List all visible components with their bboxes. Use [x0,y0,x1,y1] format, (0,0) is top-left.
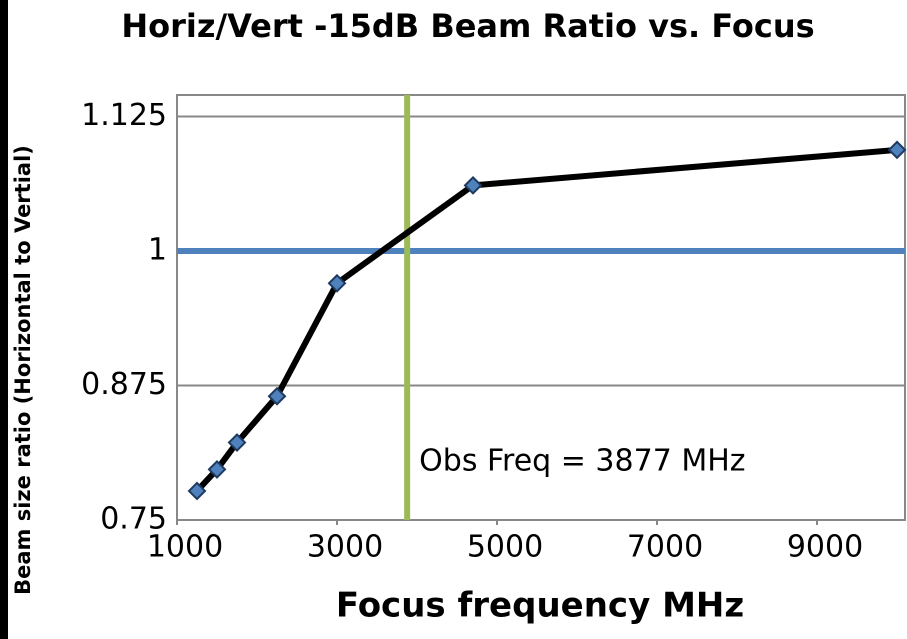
data-point [887,140,907,160]
plot-frame [176,94,906,521]
x-tick-label: 1000 [147,530,223,565]
annotation: Obs Freq = 3877 MHz [419,444,745,479]
y-tick-label: 0.75 [100,502,167,537]
y-tick-label: 1 [148,233,167,268]
y-axis-label: Beam size ratio (Horizontal to Vertial) [11,145,35,595]
chart-title: Horiz/Vert -15dB Beam Ratio vs. Focus [121,7,814,45]
data-point [207,460,227,479]
data-point [227,433,247,452]
y-tick-label: 1.125 [81,98,167,133]
data-point [267,386,287,406]
x-tick-label: 9000 [787,530,863,565]
data-point [187,481,207,501]
y-tick-label: 0.875 [81,367,167,402]
x-tick-label: 5000 [467,530,543,565]
left-border [0,0,8,639]
x-tick-label: 7000 [627,530,703,565]
x-tick-label: 3000 [307,530,383,565]
data-point [327,273,347,293]
x-axis-label: Focus frequency MHz [336,586,744,626]
data-point [463,175,483,195]
